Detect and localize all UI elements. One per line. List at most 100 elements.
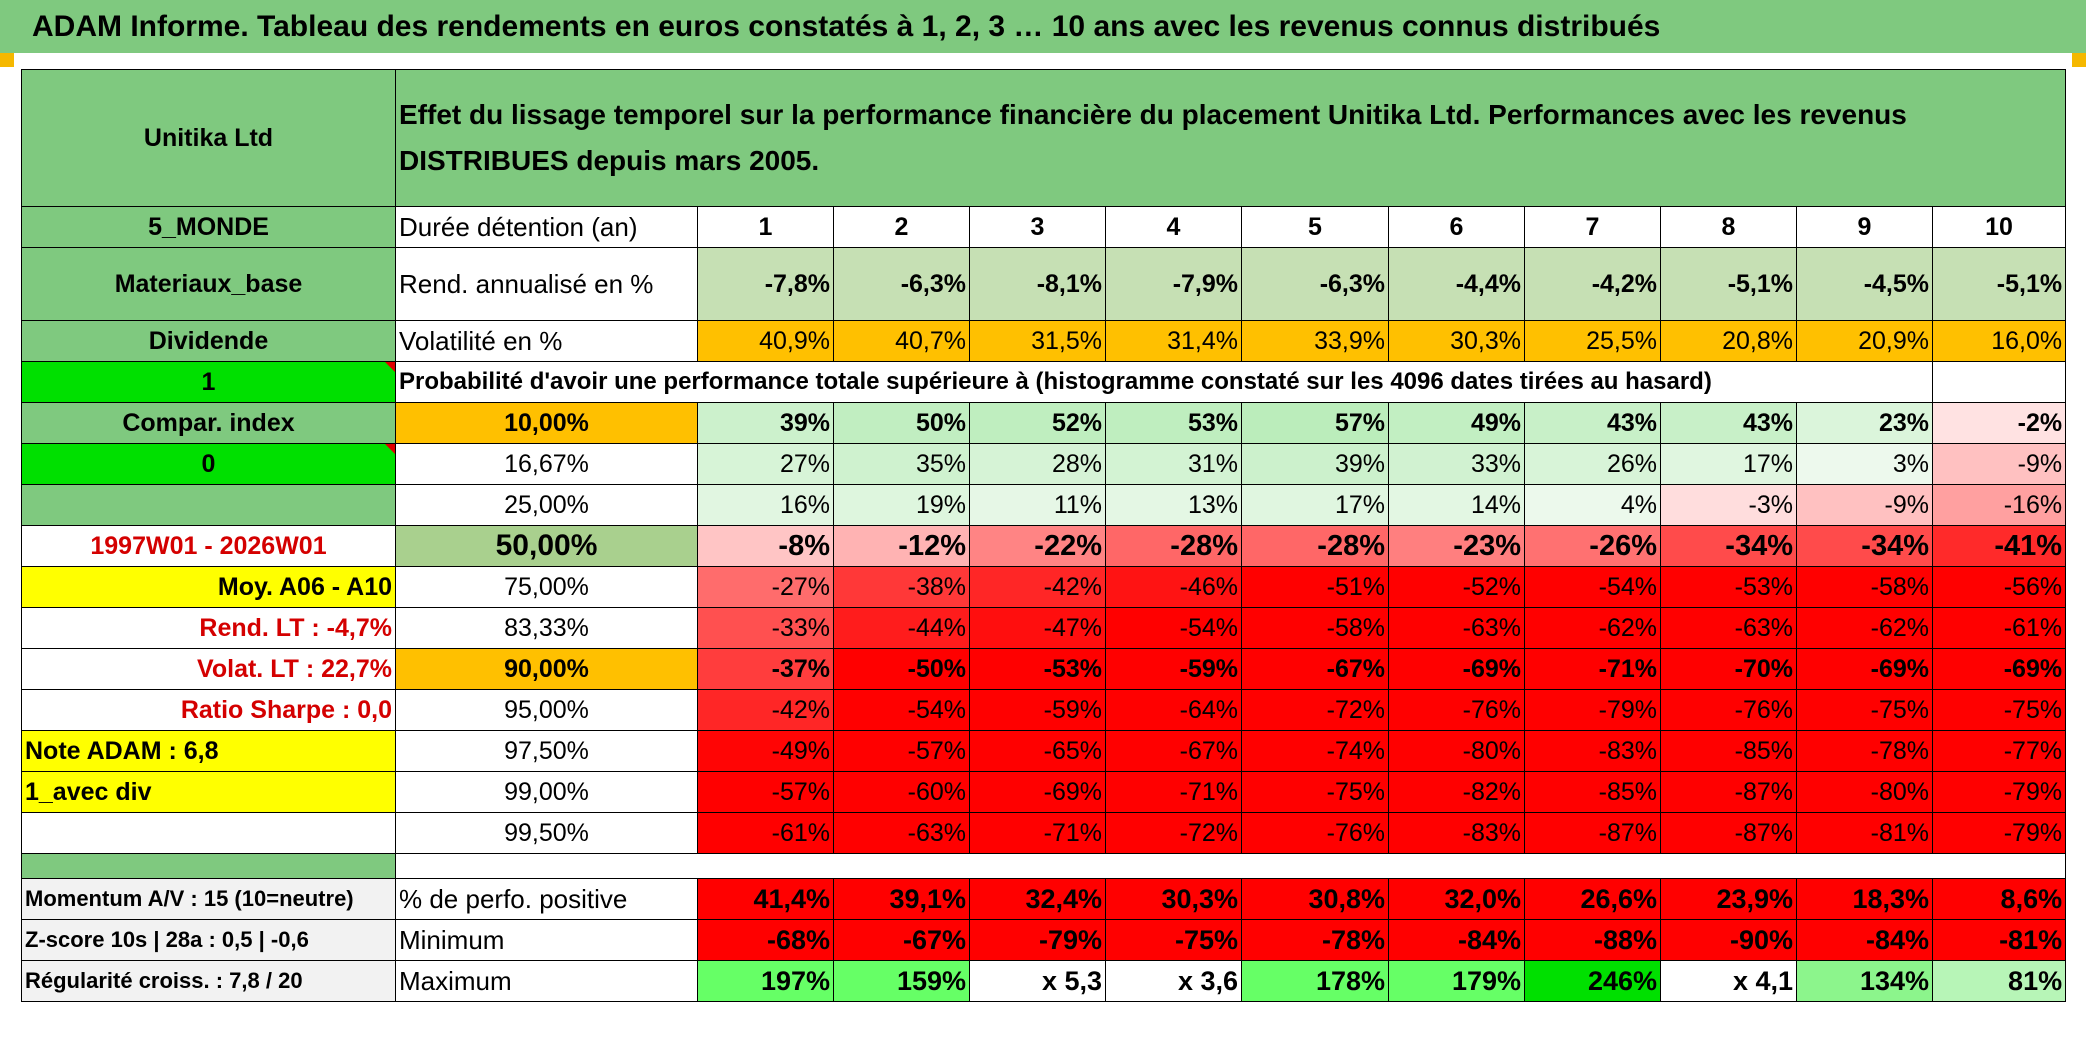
quantile-cell: -74% <box>1241 730 1389 772</box>
sector-label: Materiaux_base <box>21 247 396 321</box>
maximum-row: Régularité croiss. : 7,8 / 20 Maximum 197%… <box>21 960 2067 1002</box>
quantile-cell: 19% <box>833 484 970 526</box>
min-cell: -88% <box>1524 919 1661 961</box>
quantile-cell: -79% <box>1524 689 1661 731</box>
quantile-threshold: 95,00% <box>395 689 698 731</box>
max-cell: x 3,6 <box>1105 960 1242 1002</box>
max-cell: 81% <box>1931 960 2067 1002</box>
quantile-cell: 13% <box>1105 484 1242 526</box>
quantile-cell: -22% <box>969 525 1106 567</box>
zone-label: 5_MONDE <box>21 206 396 248</box>
quantile-cell: -23% <box>1388 525 1525 567</box>
max-cell: x 4,1 <box>1660 960 1797 1002</box>
quantile-cell: -28% <box>1241 525 1389 567</box>
max-cell: 197% <box>697 960 834 1002</box>
quantile-cell: 31% <box>1105 443 1242 485</box>
quantile-cell: -53% <box>1660 566 1797 608</box>
quantile-threshold: 90,00% <box>395 648 698 690</box>
quantile-cell: -63% <box>1660 607 1797 649</box>
year-header-8: 8 <box>1660 206 1797 248</box>
mode-label: 1_avec div <box>21 771 396 813</box>
quantile-cell: -37% <box>697 648 834 690</box>
quantile-cell: -34% <box>1660 525 1797 567</box>
max-cell: 159% <box>833 960 970 1002</box>
vol-cell: 31,5% <box>969 320 1106 362</box>
vol-cell: 40,9% <box>697 320 834 362</box>
pos-cell: 18,3% <box>1796 878 1933 920</box>
rend-cell: -4,2% <box>1524 247 1661 321</box>
quantile-cell: 28% <box>969 443 1106 485</box>
vol-cell: 33,9% <box>1241 320 1389 362</box>
quantile-cell: -69% <box>1931 648 2067 690</box>
flag-one: 1 <box>21 361 396 403</box>
quantile-cell: -65% <box>969 730 1106 772</box>
min-cell: -79% <box>969 919 1106 961</box>
quantile-row: Volat. LT : 22,7% 90,00% -37% -50% -53% -59% -… <box>21 648 2067 690</box>
quantile-cell: -71% <box>969 812 1106 854</box>
quantile-cell: 39% <box>697 402 834 444</box>
quantile-cell: -54% <box>1105 607 1242 649</box>
quantile-cell: -69% <box>1388 648 1525 690</box>
quantile-row: Compar. index 10,00% 39% 50% 52% 53% 57% 49% 43%… <box>21 402 2067 444</box>
quantile-row: Rend. LT : -4,7% 83,33% -33% -44% -47% -54% -5… <box>21 607 2067 649</box>
quantile-cell: -77% <box>1931 730 2067 772</box>
quantile-cell: -75% <box>1796 689 1933 731</box>
quantile-row: 1997W01 - 2026W01 50,00% -8% -12% -22% -28% -2… <box>21 525 2067 567</box>
max-cell: 178% <box>1241 960 1389 1002</box>
quantile-cell: -80% <box>1388 730 1525 772</box>
quantile-cell: -56% <box>1931 566 2067 608</box>
quantile-cell: -76% <box>1241 812 1389 854</box>
max-cell: 246% <box>1524 960 1661 1002</box>
quantile-cell: -51% <box>1241 566 1389 608</box>
flag-zero: 0 <box>21 443 396 485</box>
year-header-4: 4 <box>1105 206 1242 248</box>
minimum-row-left-label: Z-score 10s | 28a : 0,5 | -0,6 <box>21 919 396 961</box>
quantile-cell: -60% <box>833 771 970 813</box>
quantile-cell: 17% <box>1660 443 1797 485</box>
spacer-cell <box>394 853 2067 879</box>
vol-cell: 20,9% <box>1796 320 1933 362</box>
corner-marker <box>0 53 14 67</box>
quantile-cell: -81% <box>1796 812 1933 854</box>
rend-cell: -8,1% <box>969 247 1106 321</box>
blank-green-cell <box>21 484 396 526</box>
quantile-cell: -78% <box>1796 730 1933 772</box>
rend-cell: -4,5% <box>1796 247 1933 321</box>
pos-cell: 8,6% <box>1931 878 2067 920</box>
quantile-cell: 3% <box>1796 443 1933 485</box>
quantile-cell: -82% <box>1388 771 1525 813</box>
minimum-row-label: Minimum <box>395 919 698 961</box>
quantile-cell: -42% <box>969 566 1106 608</box>
quantile-cell: -76% <box>1388 689 1525 731</box>
quantile-threshold: 75,00% <box>395 566 698 608</box>
maximum-row-label: Maximum <box>395 960 698 1002</box>
probability-label: Probabilité d'avoir une performance tota… <box>395 361 1797 403</box>
quantile-threshold: 25,00% <box>395 484 698 526</box>
spacer-green-cell <box>21 853 396 879</box>
vol-cell: 20,8% <box>1660 320 1797 362</box>
pos-cell: 41,4% <box>697 878 834 920</box>
quantile-cell: 27% <box>697 443 834 485</box>
pos-cell: 39,1% <box>833 878 970 920</box>
year-header-3: 3 <box>969 206 1106 248</box>
quantile-cell: -34% <box>1796 525 1933 567</box>
min-cell: -67% <box>833 919 970 961</box>
compar-index-label: Compar. index <box>21 402 396 444</box>
quantile-row: 0 16,67% 27% 35% 28% 31% 39% 33% 26% 17% 3% -9% <box>21 443 2067 485</box>
duration-label: Durée détention (an) <box>395 206 698 248</box>
quantile-cell: -3% <box>1660 484 1797 526</box>
quantile-cell: -61% <box>1931 607 2067 649</box>
rend-cell: -6,3% <box>1241 247 1389 321</box>
quantile-cell: -64% <box>1105 689 1242 731</box>
pos-cell: 23,9% <box>1660 878 1797 920</box>
blank-cell <box>21 812 396 854</box>
quantile-cell: 50% <box>833 402 970 444</box>
year-header-1: 1 <box>697 206 834 248</box>
quantile-row: Moy. A06 - A10 75,00% -27% -38% -42% -46% -51%… <box>21 566 2067 608</box>
quantile-cell: 57% <box>1241 402 1389 444</box>
quantile-cell: -72% <box>1241 689 1389 731</box>
vol-cell: 40,7% <box>833 320 970 362</box>
quantile-cell: -52% <box>1388 566 1525 608</box>
pos-cell: 26,6% <box>1524 878 1661 920</box>
quantile-cell: -71% <box>1524 648 1661 690</box>
